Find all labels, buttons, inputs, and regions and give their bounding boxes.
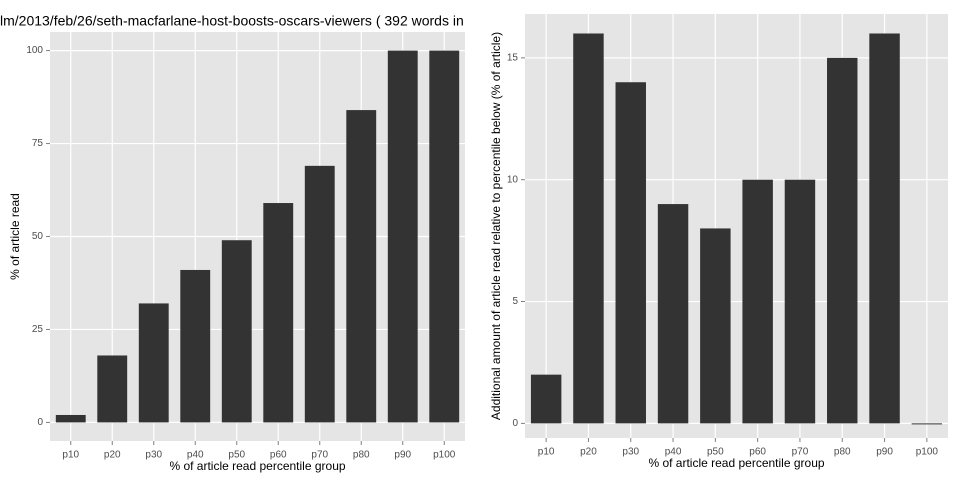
x-axis-title: % of article read percentile group <box>169 459 345 473</box>
chart-title: lm/2013/feb/26/seth-macfarlane-host-boos… <box>0 13 464 29</box>
bar <box>700 228 731 424</box>
x-axis-title: % of article read percentile group <box>648 456 824 470</box>
x-tick-label: p60 <box>749 447 766 458</box>
x-tick-label: p40 <box>187 450 204 461</box>
x-tick-label: p70 <box>792 447 809 458</box>
x-tick-label: p70 <box>311 450 328 461</box>
bar <box>138 303 169 423</box>
bar <box>304 165 335 423</box>
y-axis-title: Additional amount of article read relati… <box>489 32 503 420</box>
x-tick-label: p80 <box>353 450 370 461</box>
y-tick-label: 75 <box>32 138 44 149</box>
y-tick-label: 15 <box>507 53 519 64</box>
bar <box>387 50 418 423</box>
y-tick-label: 0 <box>512 418 518 429</box>
x-tick-label: p40 <box>665 447 682 458</box>
x-tick-label: p10 <box>62 450 79 461</box>
bar <box>784 179 816 424</box>
bar <box>742 179 773 424</box>
y-tick-label: 10 <box>507 174 519 185</box>
bar <box>429 50 460 423</box>
bar <box>221 240 252 423</box>
x-tick-label: p30 <box>622 447 639 458</box>
y-tick-label: 25 <box>32 324 44 335</box>
x-tick-label: p80 <box>834 447 851 458</box>
y-tick-label: 0 <box>37 417 43 428</box>
bar <box>573 33 604 424</box>
bar <box>827 57 858 424</box>
x-tick-label: p20 <box>580 447 597 458</box>
bar <box>55 414 86 423</box>
bar <box>346 110 377 423</box>
y-tick-label: 5 <box>512 296 518 307</box>
x-tick-label: p60 <box>270 450 287 461</box>
x-tick-label: p20 <box>104 450 121 461</box>
x-tick-label: p30 <box>145 450 162 461</box>
bar <box>911 423 943 425</box>
x-tick-label: p50 <box>707 447 724 458</box>
bar <box>180 269 211 423</box>
x-tick-label: p100 <box>916 447 939 458</box>
y-axis-title: % of article read <box>8 193 22 280</box>
bar <box>657 204 689 424</box>
x-tick-label: p90 <box>876 447 893 458</box>
x-tick-label: p90 <box>394 450 411 461</box>
x-tick-label: p100 <box>433 450 456 461</box>
bar <box>869 33 900 424</box>
x-tick-label: p50 <box>228 450 245 461</box>
y-tick-label: 50 <box>32 231 44 242</box>
x-tick-label: p10 <box>538 447 555 458</box>
bar <box>530 374 562 424</box>
bar <box>97 355 128 423</box>
y-tick-label: 100 <box>26 45 43 56</box>
bar <box>263 203 294 423</box>
bar <box>615 82 646 424</box>
